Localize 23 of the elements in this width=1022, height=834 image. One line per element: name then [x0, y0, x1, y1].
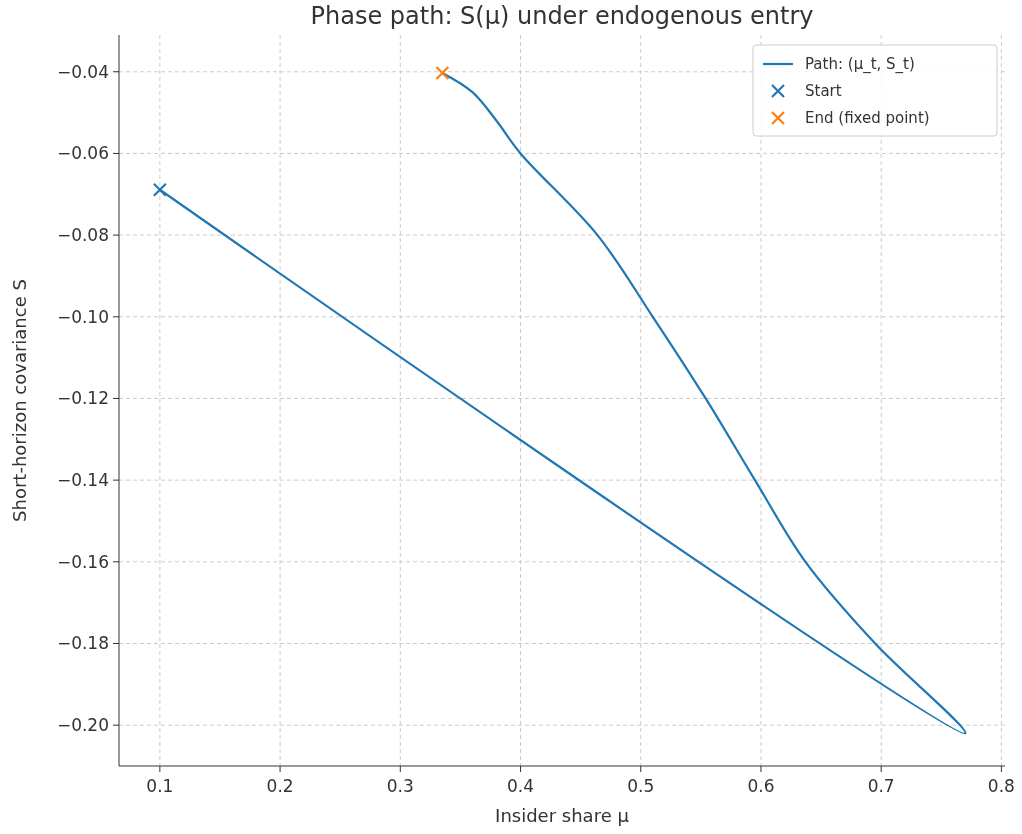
y-tick-label: −0.12 — [56, 388, 109, 409]
y-tick-label: −0.10 — [56, 306, 109, 327]
x-tick-label: 0.5 — [627, 776, 655, 796]
y-tick-label: −0.08 — [56, 225, 109, 246]
x-axis-title: Insider share μ — [495, 805, 630, 826]
y-axis-title: Short-horizon covariance S — [9, 279, 30, 522]
legend-label: End (fixed point) — [805, 109, 930, 127]
x-tick-label: 0.1 — [146, 776, 174, 796]
x-tick-label: 0.7 — [867, 776, 895, 796]
y-tick-label: −0.14 — [56, 470, 109, 491]
x-tick-label: 0.4 — [507, 776, 535, 796]
x-tick-label: 0.8 — [987, 776, 1015, 796]
chart-title: Phase path: S(μ) under endogenous entry — [310, 2, 814, 30]
y-tick-label: −0.16 — [56, 551, 109, 572]
x-tick-label: 0.6 — [747, 776, 775, 796]
y-tick-label: −0.20 — [56, 715, 109, 736]
legend-label: Path: (μ_t, S_t) — [805, 55, 915, 74]
y-tick-label: −0.18 — [56, 633, 109, 654]
y-tick-label: −0.06 — [56, 143, 109, 164]
x-tick-label: 0.2 — [266, 776, 294, 796]
legend-label: Start — [805, 82, 842, 100]
y-tick-label: −0.04 — [56, 61, 109, 82]
x-tick-label: 0.3 — [386, 776, 414, 796]
